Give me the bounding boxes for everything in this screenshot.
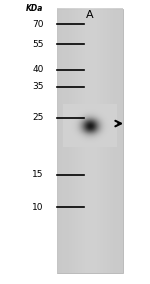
Text: 25: 25: [32, 113, 44, 122]
Text: 55: 55: [32, 39, 44, 49]
Text: A: A: [86, 10, 94, 20]
FancyBboxPatch shape: [57, 9, 123, 273]
Text: 70: 70: [32, 20, 44, 29]
Text: 40: 40: [32, 65, 44, 74]
Text: KDa: KDa: [26, 4, 44, 13]
Text: 10: 10: [32, 203, 44, 212]
Text: 15: 15: [32, 170, 44, 179]
Text: 35: 35: [32, 82, 44, 91]
